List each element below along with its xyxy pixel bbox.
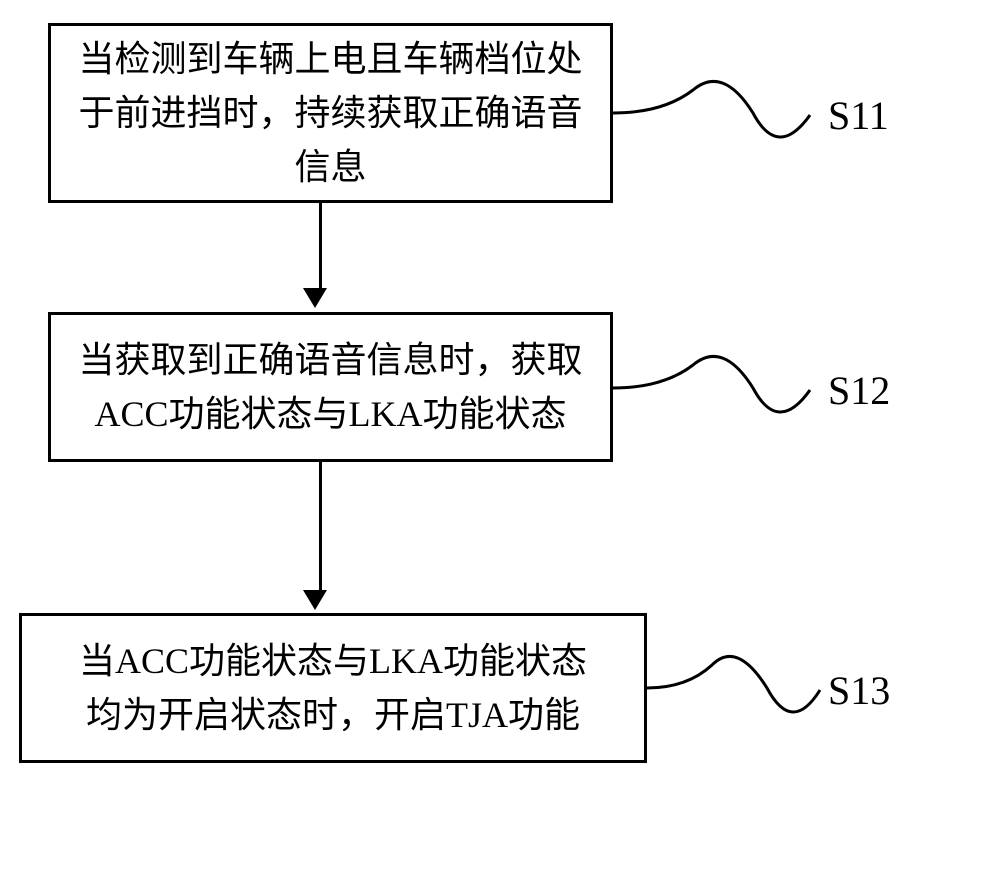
arrow-s12-s13: [313, 462, 327, 610]
arrow-s11-s12: [313, 203, 327, 308]
flowchart-node-s11: 当检测到车辆上电且车辆档位处于前进挡时，持续获取正确语音信息: [48, 23, 613, 203]
flowchart-container: 当检测到车辆上电且车辆档位处于前进挡时，持续获取正确语音信息 S11 当获取到正…: [0, 0, 1000, 890]
flowchart-node-s13: 当ACC功能状态与LKA功能状态均为开启状态时，开启TJA功能: [19, 613, 647, 763]
node-s12-text: 当获取到正确语音信息时，获取ACC功能状态与LKA功能状态: [78, 333, 582, 441]
connector-s13: [647, 635, 827, 745]
label-s11: S11: [828, 92, 889, 139]
label-s13: S13: [828, 667, 890, 714]
connector-s12: [613, 335, 823, 445]
connector-s11: [613, 60, 823, 170]
flowchart-node-s12: 当获取到正确语音信息时，获取ACC功能状态与LKA功能状态: [48, 312, 613, 462]
label-s12: S12: [828, 367, 890, 414]
node-s13-text: 当ACC功能状态与LKA功能状态均为开启状态时，开启TJA功能: [79, 634, 587, 742]
node-s11-text: 当检测到车辆上电且车辆档位处于前进挡时，持续获取正确语音信息: [78, 32, 582, 194]
